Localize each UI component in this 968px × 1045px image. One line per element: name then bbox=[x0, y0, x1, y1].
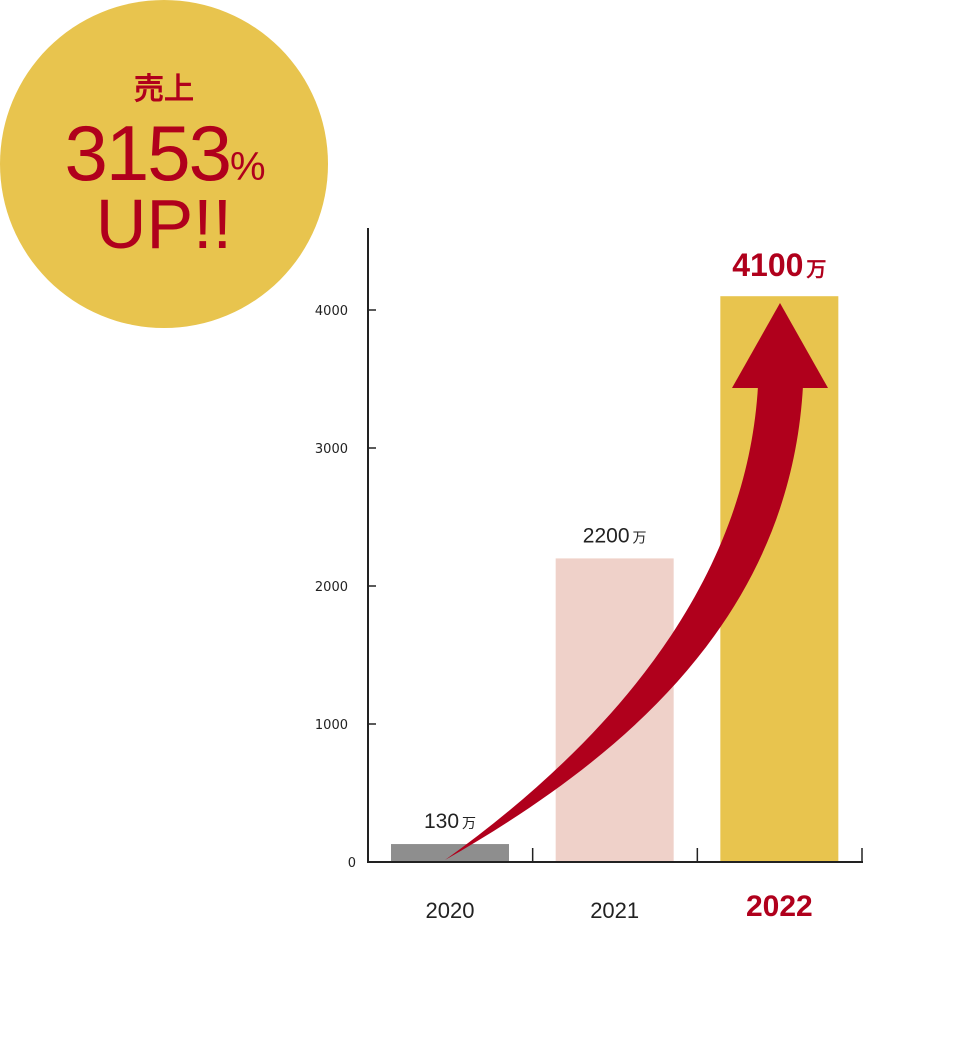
data-label-2021: 2200 万 bbox=[583, 524, 647, 547]
badge-suffix: UP!! bbox=[95, 185, 233, 263]
growth-badge: 売上 3153% UP!! bbox=[0, 0, 328, 328]
badge-number: 3153 bbox=[64, 109, 232, 197]
bar-2020 bbox=[391, 844, 509, 862]
data-label-unit: 万 bbox=[805, 259, 826, 281]
data-label-unit: 万 bbox=[462, 815, 476, 831]
x-tick-label-2020: 2020 bbox=[426, 898, 475, 923]
y-tick-label: 4000 bbox=[315, 304, 348, 319]
data-label-value: 4100 bbox=[732, 247, 803, 283]
data-label-2020: 130 万 bbox=[424, 810, 476, 833]
x-tick-label-2021: 2021 bbox=[590, 898, 639, 923]
data-label-2022: 4100 万 bbox=[732, 247, 826, 283]
y-tick-label: 1000 bbox=[315, 718, 348, 733]
y-tick-label: 0 bbox=[348, 856, 356, 871]
growth-arrow-body bbox=[445, 386, 803, 860]
data-label-unit: 万 bbox=[633, 529, 647, 545]
badge-value: 3153% bbox=[0, 108, 328, 199]
y-tick-label: 2000 bbox=[315, 580, 348, 595]
y-tick-label: 3000 bbox=[315, 442, 348, 457]
data-label-value: 130 bbox=[424, 810, 459, 833]
growth-arrow-head-icon bbox=[732, 303, 828, 388]
x-tick-label-2022: 2022 bbox=[746, 890, 813, 923]
badge-unit: % bbox=[229, 145, 266, 189]
data-label-value: 2200 bbox=[583, 524, 630, 547]
badge-label: 売上 bbox=[134, 73, 194, 106]
